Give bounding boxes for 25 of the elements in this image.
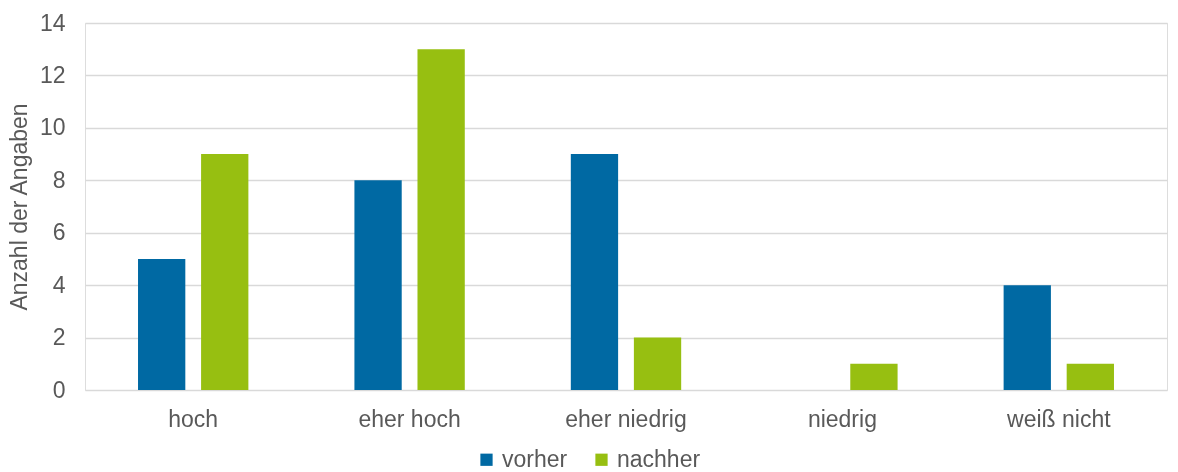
x-tick-label: weiß nicht	[1006, 405, 1112, 432]
x-tick-label: hoch	[168, 405, 219, 432]
bar	[1066, 363, 1114, 390]
y-axis-title: Anzahl der Angaben	[5, 103, 32, 311]
bar	[633, 337, 682, 390]
y-tick-label: 2	[52, 324, 66, 351]
bar	[138, 258, 186, 390]
legend-label: vorher	[502, 445, 568, 472]
x-tick-label: eher niedrig	[565, 405, 687, 432]
y-tick-label: 8	[52, 166, 66, 193]
bar	[201, 154, 249, 390]
x-tick-label: niedrig	[807, 405, 877, 432]
y-tick-label: 14	[39, 9, 66, 36]
y-tick-label: 4	[52, 271, 66, 298]
bar	[417, 49, 465, 390]
y-tick-label: 6	[52, 219, 66, 246]
x-tick-label: eher hoch	[358, 405, 461, 432]
y-tick-label: 0	[52, 376, 66, 403]
bar	[1003, 285, 1051, 390]
bar	[850, 363, 898, 390]
y-tick-label: 12	[39, 61, 66, 88]
bar	[354, 180, 402, 390]
y-tick-label: 10	[39, 114, 66, 141]
legend-label: nachher	[617, 445, 701, 472]
bar	[570, 154, 619, 390]
